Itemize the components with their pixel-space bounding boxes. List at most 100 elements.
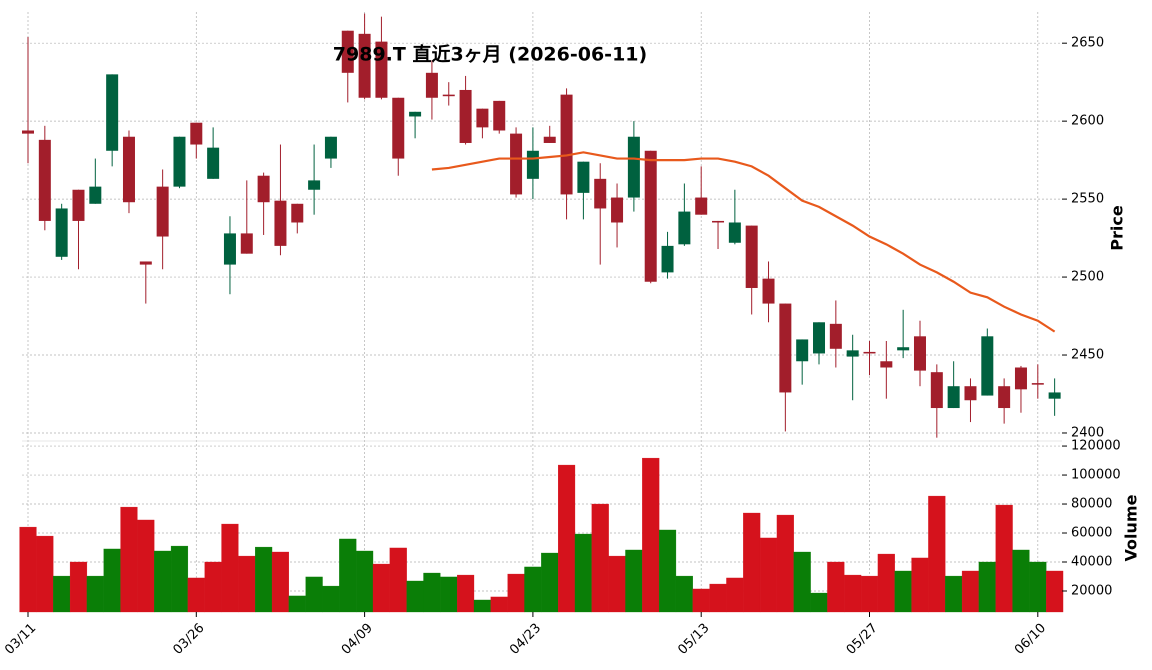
price-tick-label: 2450 bbox=[1071, 348, 1104, 363]
candle-body bbox=[813, 322, 826, 354]
volume-bar bbox=[961, 570, 980, 613]
x-tick-label: 06/10 bbox=[1012, 621, 1049, 658]
candle-body bbox=[510, 133, 523, 195]
candle-body bbox=[190, 122, 203, 145]
candle-body bbox=[324, 136, 337, 159]
candle-body bbox=[173, 136, 186, 187]
x-tick-label: 04/23 bbox=[507, 621, 544, 658]
candle-body bbox=[476, 108, 489, 128]
volume-bar bbox=[204, 561, 222, 613]
volume-bar bbox=[86, 575, 104, 613]
candle-body bbox=[762, 278, 775, 304]
candle-body bbox=[543, 136, 556, 143]
volume-bar bbox=[137, 519, 155, 613]
candle-body bbox=[38, 139, 51, 221]
volume-bar bbox=[642, 457, 660, 613]
candle-body bbox=[930, 372, 943, 409]
volume-bar bbox=[53, 575, 71, 613]
volume-bar bbox=[541, 552, 559, 613]
candle-body bbox=[829, 323, 842, 349]
volume-tick-label: 20000 bbox=[1071, 583, 1112, 598]
volume-tick-label: 80000 bbox=[1071, 497, 1112, 512]
volume-bar bbox=[305, 576, 323, 613]
candle-body bbox=[409, 111, 422, 117]
volume-bar bbox=[827, 561, 845, 613]
candle-body bbox=[863, 351, 876, 354]
price-tick-label: 2400 bbox=[1071, 425, 1104, 440]
volume-bar bbox=[339, 538, 357, 613]
candle-body bbox=[880, 361, 893, 368]
volume-bar bbox=[726, 577, 744, 613]
volume-bar bbox=[154, 550, 172, 613]
volume-bar bbox=[557, 464, 576, 613]
volume-bar bbox=[911, 557, 929, 613]
volume-bar bbox=[120, 506, 138, 613]
volume-bar bbox=[389, 547, 407, 613]
candle-body bbox=[459, 89, 472, 143]
candle-body bbox=[223, 233, 236, 265]
mark-layer bbox=[19, 13, 1064, 613]
price-axis-label: Price bbox=[1108, 205, 1127, 251]
candle-body bbox=[240, 233, 253, 254]
volume-bar bbox=[490, 596, 508, 613]
volume-bar bbox=[945, 575, 963, 613]
candle-body bbox=[1014, 367, 1027, 390]
volume-bar bbox=[877, 553, 895, 613]
volume-bar bbox=[625, 549, 643, 613]
candle-body bbox=[442, 94, 455, 97]
volume-bar bbox=[793, 551, 811, 613]
candle-body bbox=[139, 261, 152, 265]
x-tick-label: 03/26 bbox=[171, 621, 208, 658]
chart-title: 7989.T 直近3ヶ月 (2026-06-11) bbox=[333, 43, 647, 66]
volume-bar bbox=[221, 523, 239, 613]
candle-body bbox=[122, 136, 135, 203]
volume-bar bbox=[776, 514, 794, 613]
volume-tick-label: 100000 bbox=[1071, 468, 1121, 483]
candle-body bbox=[846, 350, 859, 357]
candle-body bbox=[156, 186, 169, 237]
volume-bar bbox=[978, 561, 996, 613]
volume-bar bbox=[36, 535, 54, 613]
volume-tick-label: 60000 bbox=[1071, 526, 1112, 541]
volume-bar bbox=[844, 574, 862, 613]
volume-bar bbox=[170, 545, 189, 613]
candle-body bbox=[796, 339, 809, 362]
volume-bar bbox=[608, 555, 626, 613]
candle-body bbox=[89, 186, 102, 204]
candle-body bbox=[1031, 383, 1044, 385]
volume-bar bbox=[103, 548, 121, 613]
volume-bar bbox=[591, 503, 609, 613]
x-tick-label: 05/27 bbox=[844, 621, 881, 658]
volume-bar bbox=[69, 561, 88, 613]
candle-body bbox=[779, 303, 792, 393]
volume-bar bbox=[709, 583, 727, 613]
candle-body bbox=[611, 197, 624, 223]
x-tick-label: 03/11 bbox=[2, 621, 39, 658]
volume-bar bbox=[810, 592, 828, 613]
volume-bar bbox=[894, 570, 912, 613]
candle-body bbox=[55, 208, 68, 257]
volume-bar bbox=[658, 529, 677, 613]
candle-body bbox=[358, 33, 371, 98]
candle-body bbox=[712, 220, 725, 223]
volume-axis-label: Volume bbox=[1122, 494, 1141, 561]
volume-bar bbox=[692, 588, 710, 613]
volume-bar bbox=[473, 599, 491, 613]
candle-body bbox=[526, 150, 539, 179]
candle-body bbox=[493, 100, 506, 131]
candle-body bbox=[981, 336, 994, 396]
volume-bar bbox=[759, 537, 778, 613]
volume-bar bbox=[406, 580, 424, 613]
candle-body bbox=[274, 200, 287, 246]
candle-body bbox=[1048, 392, 1061, 399]
candle-body bbox=[392, 97, 405, 159]
candle-body bbox=[560, 94, 573, 195]
moving-average-line bbox=[431, 151, 1056, 333]
volume-tick-label: 120000 bbox=[1071, 439, 1121, 454]
x-tick-label: 04/09 bbox=[339, 621, 376, 658]
volume-bar bbox=[675, 575, 693, 613]
grid-layer bbox=[22, 12, 1062, 612]
candle-body bbox=[207, 147, 220, 179]
candle-body bbox=[577, 161, 590, 193]
